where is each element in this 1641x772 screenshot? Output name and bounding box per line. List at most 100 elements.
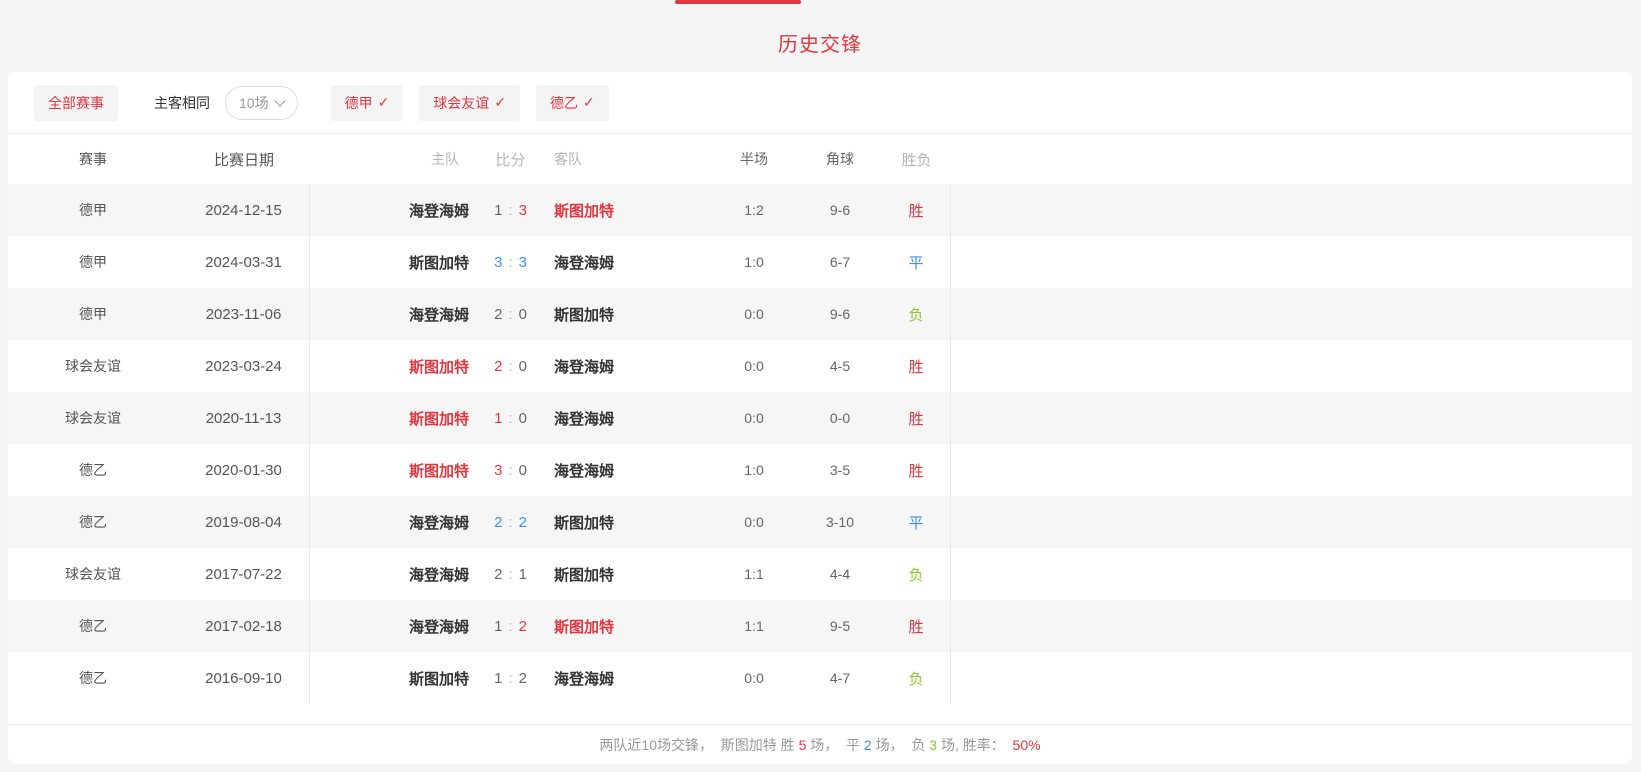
- league-toggle-球会友谊[interactable]: 球会友谊 ✓: [419, 84, 521, 121]
- away-team-cell: 斯图加特: [554, 202, 615, 220]
- date-cell: 2020-11-13: [178, 392, 310, 444]
- score-colon: :: [508, 409, 513, 427]
- corners-cell: 9-6: [829, 202, 851, 218]
- table-bottom-spacer: [8, 704, 1632, 724]
- date-cell: 2017-07-22: [178, 548, 310, 600]
- score-cell: 2:1: [473, 548, 548, 600]
- competition-cell: 德乙: [79, 670, 107, 686]
- home-team-cell: 海登海姆: [408, 514, 469, 532]
- away-team-cell: 斯图加特: [554, 514, 615, 532]
- check-icon: ✓: [583, 94, 595, 110]
- away-score: 3: [518, 201, 527, 219]
- table-row: 德甲 2024-03-31 斯图加特 3:3 海登海姆 1:0 6-7 平: [8, 236, 1632, 288]
- table-row: 球会友谊 2017-07-22 海登海姆 2:1 斯图加特 1:1 4-4 负: [8, 548, 1632, 600]
- chevron-down-icon: [273, 94, 286, 107]
- league-toggle-德乙[interactable]: 德乙 ✓: [536, 84, 609, 121]
- away-score: 0: [518, 409, 527, 427]
- corners-cell: 9-5: [829, 618, 851, 634]
- score-colon: :: [508, 253, 513, 271]
- header-result: 胜负: [901, 151, 932, 169]
- table-row: 德甲 2023-11-06 海登海姆 2:0 斯图加特 0:0 9-6 负: [8, 288, 1632, 340]
- away-team-cell: 海登海姆: [554, 410, 615, 428]
- date-cell: 2019-08-04: [178, 496, 310, 548]
- corners-cell: 4-7: [829, 670, 851, 686]
- halftime-score-cell: 0:0: [744, 306, 764, 322]
- competition-cell: 德乙: [79, 462, 107, 478]
- active-tab-indicator: [675, 0, 801, 4]
- league-toggle-德甲[interactable]: 德甲 ✓: [330, 84, 404, 121]
- row-filler: [951, 600, 1632, 652]
- home-score: 1: [494, 201, 503, 219]
- competition-cell: 球会友谊: [65, 410, 121, 426]
- filter-bar: 全部赛事 主客相同 10场 德甲 ✓ 球会友谊 ✓ 德乙 ✓: [8, 72, 1632, 134]
- summary-loss-label: 负: [911, 736, 930, 753]
- corners-cell: 3-10: [825, 514, 855, 530]
- row-filler: [951, 288, 1632, 340]
- score-cell: 2:0: [473, 340, 548, 392]
- date-cell: 2020-01-30: [178, 444, 310, 496]
- corners-cell: 3-5: [829, 462, 851, 478]
- summary-draw-count: 2: [863, 736, 872, 753]
- corners-cell: 4-5: [829, 358, 851, 374]
- row-filler: [951, 340, 1632, 392]
- all-competitions-button[interactable]: 全部赛事: [34, 84, 118, 121]
- table-row: 德甲 2024-12-15 海登海姆 1:3 斯图加特 1:2 9-6 胜: [8, 184, 1632, 236]
- home-score: 1: [494, 669, 503, 687]
- home-score: 1: [494, 409, 503, 427]
- league-toggle-label: 球会友谊: [433, 94, 490, 111]
- result-cell: 胜: [882, 392, 951, 444]
- header-home-team: 主队: [431, 151, 459, 167]
- competition-cell: 德甲: [79, 306, 107, 322]
- summary-sep1: 场，: [806, 736, 847, 753]
- same-home-away-tab[interactable]: 主客相同: [154, 94, 210, 111]
- summary-team: 斯图加特: [720, 736, 777, 753]
- away-score: 2: [518, 513, 527, 531]
- away-score: 0: [518, 357, 527, 375]
- table-header-row: 赛事 比赛日期 主队 比分 客队 半场 角球 胜负: [8, 134, 1632, 184]
- away-team-cell: 海登海姆: [554, 670, 615, 688]
- score-colon: :: [508, 305, 513, 323]
- summary-bar: 两队近10场交锋， 斯图加特 胜 5 场， 平 2 场， 负 3 场, 胜率： …: [8, 724, 1632, 764]
- halftime-score-cell: 1:1: [744, 566, 764, 582]
- away-team-cell: 海登海姆: [554, 254, 615, 272]
- date-cell: 2017-02-18: [178, 600, 310, 652]
- result-cell: 平: [882, 496, 951, 548]
- header-date: 比赛日期: [213, 151, 274, 169]
- competition-cell: 德甲: [79, 254, 107, 270]
- home-team-cell: 海登海姆: [408, 566, 469, 584]
- competition-cell: 德甲: [79, 202, 107, 218]
- competition-cell: 德乙: [79, 514, 107, 530]
- league-toggle-label: 德甲: [344, 94, 373, 111]
- result-cell: 负: [882, 652, 951, 704]
- away-team-cell: 海登海姆: [554, 358, 615, 376]
- date-cell: 2016-09-10: [178, 652, 310, 704]
- away-team-cell: 海登海姆: [554, 462, 615, 480]
- date-cell: 2024-03-31: [178, 236, 310, 288]
- match-count-value: 10场: [239, 94, 269, 111]
- result-cell: 胜: [882, 600, 951, 652]
- result-cell: 负: [882, 288, 951, 340]
- score-cell: 3:3: [473, 236, 548, 288]
- header-score: 比分: [495, 151, 526, 169]
- header-away-team: 客队: [554, 151, 582, 167]
- score-cell: 3:0: [473, 444, 548, 496]
- header-corners: 角球: [826, 151, 854, 167]
- match-count-dropdown[interactable]: 10场: [225, 85, 298, 120]
- score-cell: 2:0: [473, 288, 548, 340]
- home-score: 2: [494, 305, 503, 323]
- date-cell: 2023-03-24: [178, 340, 310, 392]
- row-filler: [951, 392, 1632, 444]
- away-score: 1: [518, 565, 527, 583]
- row-filler: [951, 444, 1632, 496]
- row-filler: [951, 548, 1632, 600]
- home-score: 3: [494, 253, 503, 271]
- halftime-score-cell: 1:2: [744, 202, 764, 218]
- table-row: 德乙 2016-09-10 斯图加特 1:2 海登海姆 0:0 4-7 负: [8, 652, 1632, 704]
- result-cell: 胜: [882, 444, 951, 496]
- away-score: 0: [518, 305, 527, 323]
- away-team-cell: 斯图加特: [554, 566, 615, 584]
- home-team-cell: 海登海姆: [408, 202, 469, 220]
- row-filler: [951, 652, 1632, 704]
- score-colon: :: [508, 565, 513, 583]
- header-competition: 赛事: [79, 151, 107, 167]
